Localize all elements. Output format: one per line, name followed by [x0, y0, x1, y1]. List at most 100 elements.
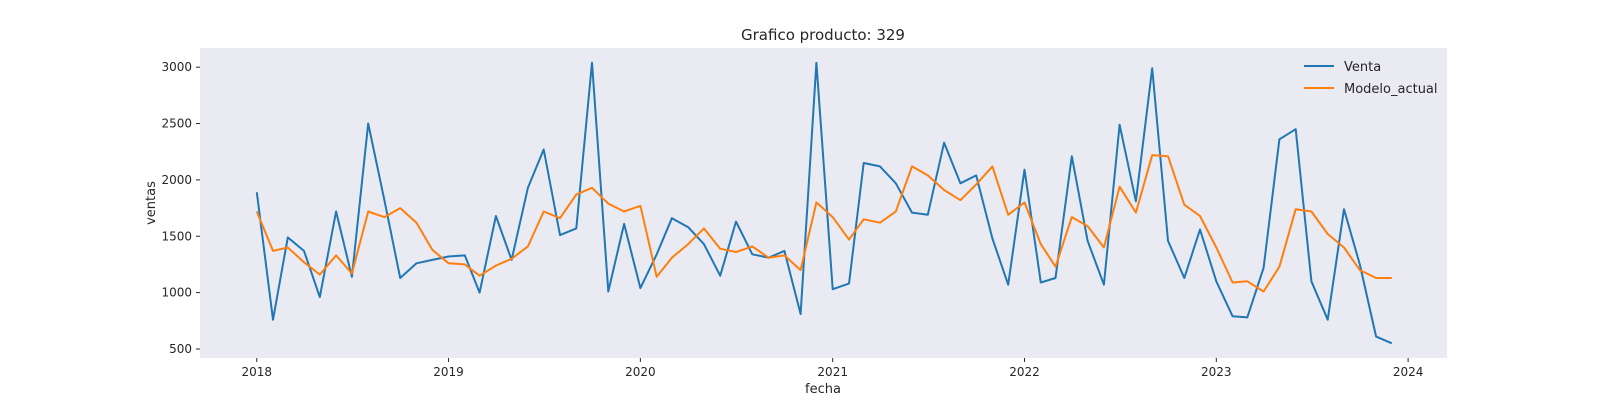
- data-point-venta: [1278, 138, 1280, 140]
- data-point-venta: [687, 226, 689, 228]
- data-point-modelo-actual: [783, 254, 785, 256]
- data-point-modelo-actual: [1215, 247, 1217, 249]
- data-point-modelo-actual: [768, 257, 770, 259]
- data-point-venta: [1119, 124, 1121, 126]
- data-point-venta: [927, 214, 929, 216]
- legend: Venta Modelo_actual: [1304, 60, 1438, 97]
- data-point-modelo-actual: [1183, 204, 1185, 206]
- data-point-venta: [287, 236, 289, 238]
- data-point-modelo-actual: [367, 211, 369, 213]
- data-point-venta: [495, 215, 497, 217]
- data-point-modelo-actual: [448, 262, 450, 264]
- data-point-modelo-actual: [1375, 277, 1377, 279]
- data-point-modelo-actual: [287, 247, 289, 249]
- data-point-venta: [1135, 200, 1137, 202]
- data-point-venta: [479, 292, 481, 294]
- data-point-modelo-actual: [1024, 201, 1026, 203]
- data-point-modelo-actual: [1343, 247, 1345, 249]
- data-point-modelo-actual: [1007, 214, 1009, 216]
- data-point-modelo-actual: [832, 216, 834, 218]
- data-point-modelo-actual: [800, 269, 802, 271]
- data-point-venta: [272, 319, 274, 321]
- y-tick-label: 3000: [161, 60, 192, 74]
- data-point-venta: [1246, 316, 1248, 318]
- data-point-venta: [1087, 240, 1089, 242]
- data-point-modelo-actual: [703, 227, 705, 229]
- data-point-venta: [959, 182, 961, 184]
- data-point-modelo-actual: [256, 211, 258, 213]
- data-point-venta: [751, 253, 753, 255]
- data-point-venta: [1343, 208, 1345, 210]
- data-point-venta: [1359, 263, 1361, 265]
- x-axis-label: fecha: [805, 382, 841, 397]
- data-point-venta: [1263, 267, 1265, 269]
- y-tick-label: 500: [169, 342, 192, 356]
- data-point-modelo-actual: [1167, 155, 1169, 157]
- data-point-venta: [559, 234, 561, 236]
- data-point-modelo-actual: [1295, 208, 1297, 210]
- data-point-venta: [1183, 277, 1185, 279]
- data-point-venta: [703, 243, 705, 245]
- data-point-modelo-actual: [895, 211, 897, 213]
- data-point-venta: [911, 212, 913, 214]
- data-point-modelo-actual: [719, 248, 721, 250]
- series-line-venta: [255, 61, 1393, 345]
- data-point-venta: [1167, 240, 1169, 242]
- data-point-venta: [1071, 155, 1073, 157]
- data-point-venta: [991, 238, 993, 240]
- data-point-modelo-actual: [815, 201, 817, 203]
- y-tick-label: 1000: [161, 286, 192, 300]
- data-point-venta: [783, 250, 785, 252]
- y-axis-label: ventas: [144, 181, 159, 225]
- data-point-venta: [815, 62, 817, 64]
- data-point-venta: [1199, 229, 1201, 231]
- data-point-modelo-actual: [272, 250, 274, 252]
- x-tick-label: 2020: [625, 365, 656, 379]
- data-point-venta: [591, 62, 593, 64]
- y-axis-ticks: 500 1000 1500 2000 2500 3000: [161, 60, 200, 356]
- data-point-modelo-actual: [607, 203, 609, 205]
- data-point-venta: [1232, 315, 1234, 317]
- data-point-modelo-actual: [1119, 186, 1121, 188]
- data-point-modelo-actual: [511, 258, 513, 260]
- data-point-modelo-actual: [319, 274, 321, 276]
- data-point-venta: [800, 313, 802, 315]
- y-tick-label: 2500: [161, 117, 192, 131]
- data-point-modelo-actual: [1246, 280, 1248, 282]
- data-point-venta: [367, 123, 369, 125]
- data-point-venta: [719, 275, 721, 277]
- data-point-modelo-actual: [735, 251, 737, 253]
- data-point-modelo-actual: [751, 245, 753, 247]
- data-point-modelo-actual: [543, 211, 545, 213]
- data-point-modelo-actual: [1310, 211, 1312, 213]
- data-point-venta: [1310, 280, 1312, 282]
- data-point-venta: [975, 174, 977, 176]
- legend-label-modelo-actual: Modelo_actual: [1344, 82, 1438, 97]
- x-tick-label: 2023: [1201, 365, 1232, 379]
- data-point-modelo-actual: [303, 261, 305, 263]
- data-point-modelo-actual: [351, 273, 353, 275]
- data-point-venta: [832, 288, 834, 290]
- data-point-venta: [416, 262, 418, 264]
- data-point-venta: [1215, 280, 1217, 282]
- data-point-venta: [335, 211, 337, 213]
- x-axis-ticks: 2018 2019 2020 2021 2022 2023 2024: [241, 358, 1423, 379]
- data-point-venta: [1391, 342, 1393, 344]
- data-point-venta: [1007, 284, 1009, 286]
- data-point-venta: [1055, 277, 1057, 279]
- data-point-modelo-actual: [959, 199, 961, 201]
- data-point-modelo-actual: [383, 216, 385, 218]
- data-point-venta: [879, 165, 881, 167]
- data-point-modelo-actual: [975, 183, 977, 185]
- data-point-modelo-actual: [479, 275, 481, 277]
- data-point-modelo-actual: [431, 249, 433, 251]
- data-point-modelo-actual: [639, 205, 641, 207]
- data-point-venta: [575, 227, 577, 229]
- data-point-venta: [735, 221, 737, 223]
- data-point-modelo-actual: [1278, 266, 1280, 268]
- data-point-modelo-actual: [943, 189, 945, 191]
- x-tick-label: 2021: [817, 365, 848, 379]
- data-point-venta: [464, 254, 466, 256]
- data-point-modelo-actual: [1391, 277, 1393, 279]
